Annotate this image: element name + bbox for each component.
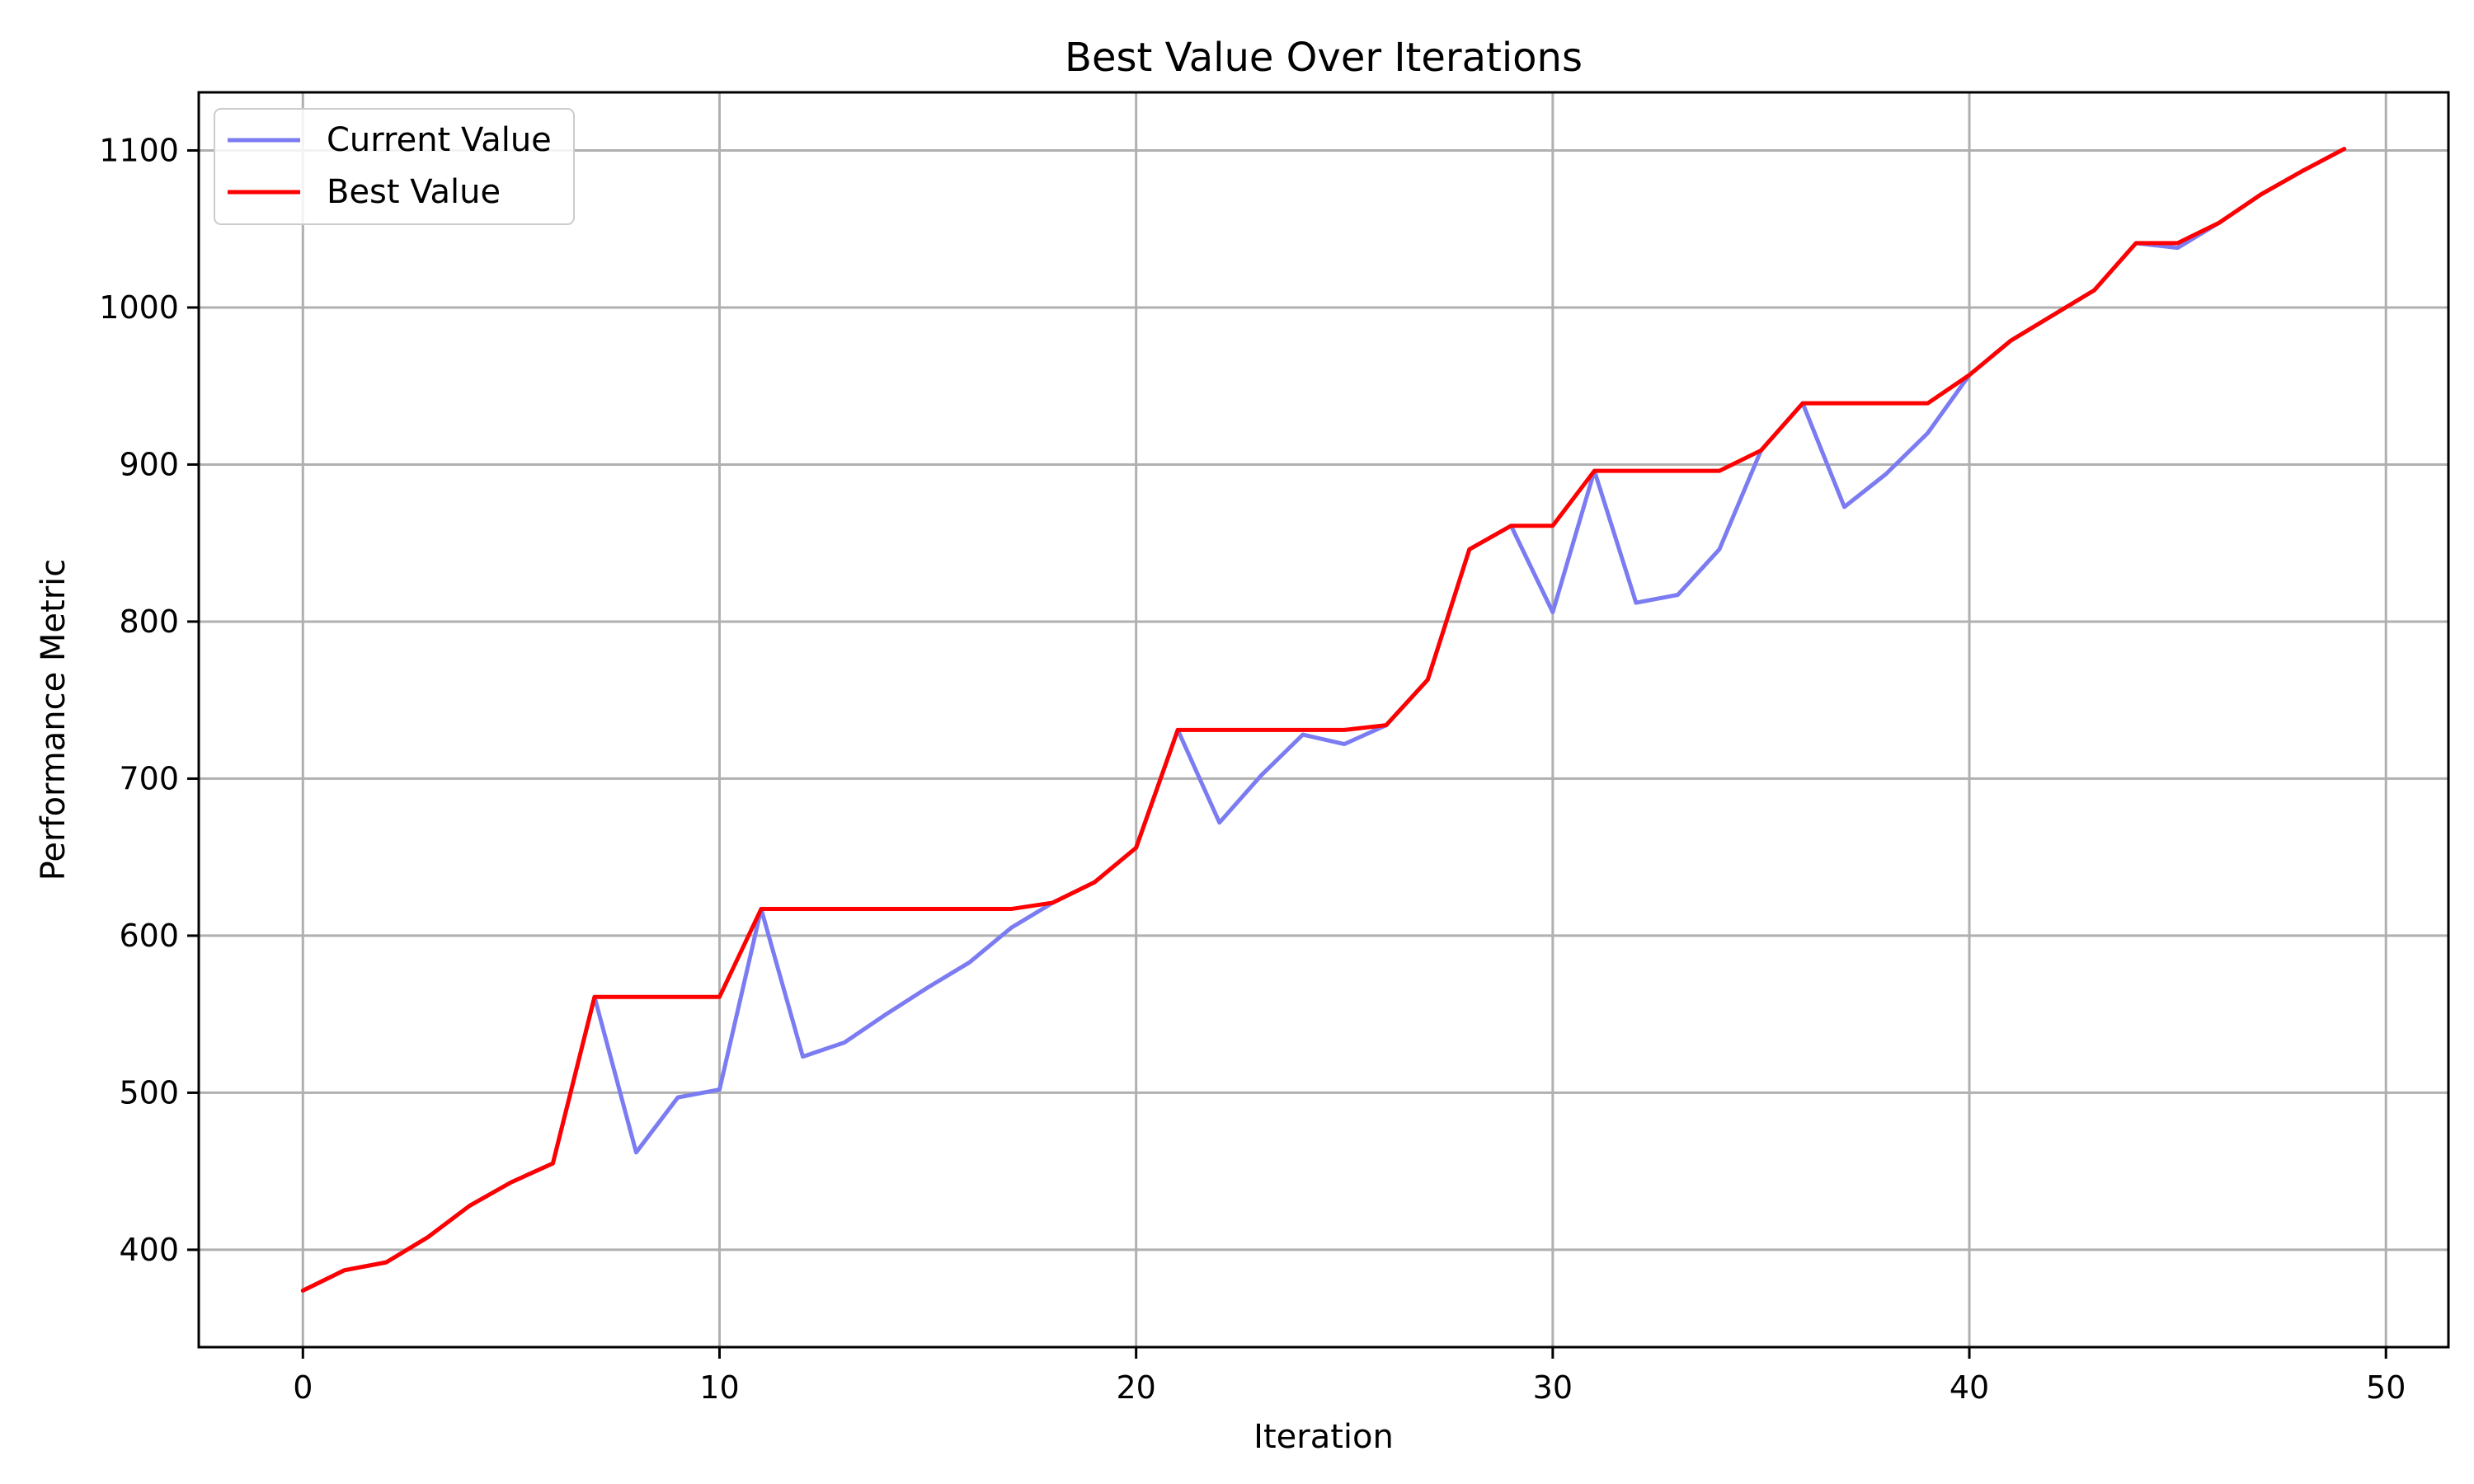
y-tick-label: 1000 [99,289,179,326]
y-axis-ticks: 400 500 600 700 800 900 1000 1100 [99,132,199,1268]
y-axis-label: Performance Metric [35,559,73,881]
legend-label-current-value: Current Value [327,121,552,159]
x-tick-label: 40 [1950,1369,1989,1406]
grid-lines [199,92,2448,1347]
series-lines [300,147,2347,1293]
x-tick-label: 30 [1533,1369,1573,1406]
x-tick-label: 20 [1116,1369,1155,1406]
y-tick-label: 700 [119,760,179,796]
series-line-best-value [300,147,2347,1293]
x-tick-label: 50 [2366,1369,2406,1406]
y-tick-label: 900 [119,446,179,482]
legend-box [214,108,575,225]
y-tick-label: 400 [119,1232,179,1268]
x-tick-label: 10 [699,1369,739,1406]
x-tick-label: 0 [293,1369,313,1406]
y-tick-label: 800 [119,603,179,640]
y-tick-label: 600 [119,918,179,954]
y-tick-label: 1100 [99,132,179,168]
x-axis-ticks: 0 10 20 30 40 50 [293,1347,2406,1406]
chart-title: Best Value Over Iterations [1065,35,1583,81]
legend: Current Value Best Value [214,108,575,225]
y-tick-label: 500 [119,1074,179,1111]
plot-area-frame [197,91,2450,1349]
series-line-current-value [300,147,2347,1293]
x-axis-label: Iteration [1253,1418,1394,1456]
legend-label-best-value: Best Value [327,173,501,211]
